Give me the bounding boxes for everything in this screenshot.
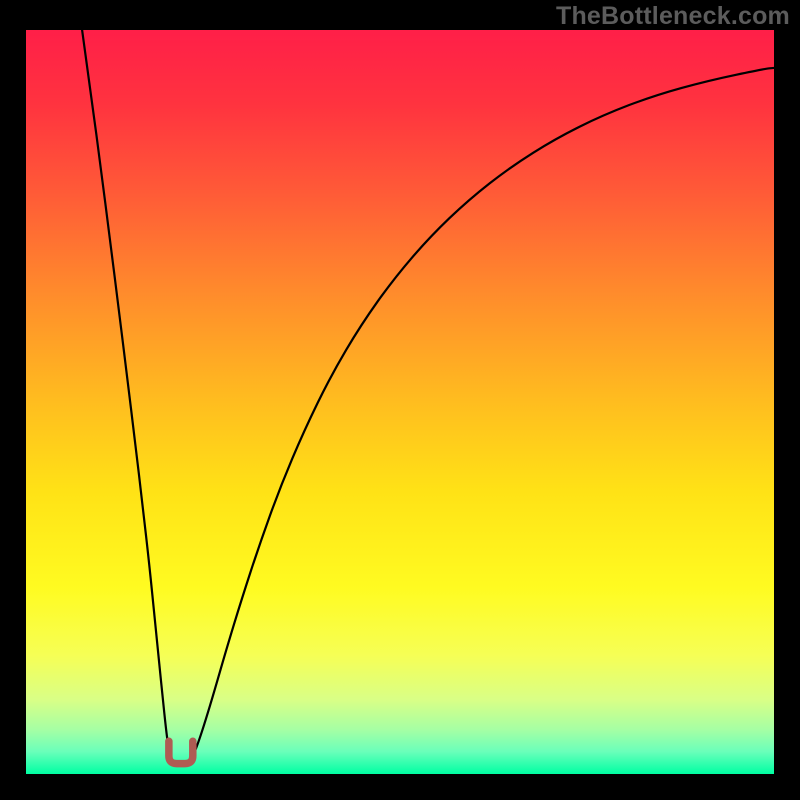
- watermark-text: TheBottleneck.com: [556, 2, 790, 31]
- gradient-background: [26, 30, 774, 774]
- plot-area: [26, 30, 774, 774]
- plot-svg: [26, 30, 774, 774]
